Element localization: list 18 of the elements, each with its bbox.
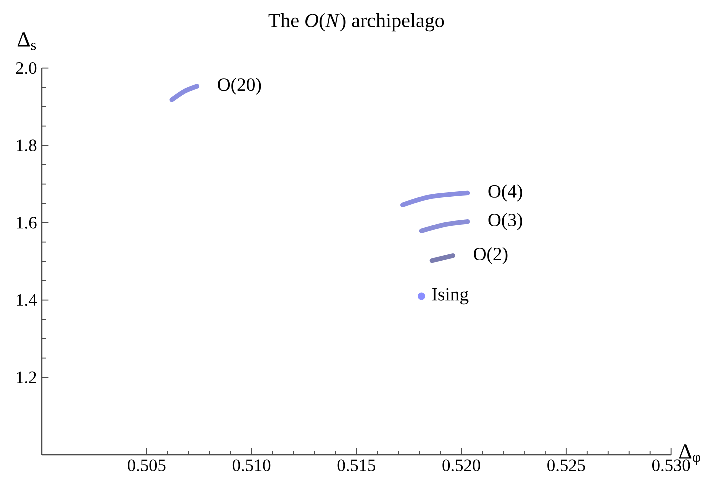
chart-title: The O(N) archipelago xyxy=(268,13,444,32)
y-tick-label: 1.6 xyxy=(17,217,37,229)
series-label: O(20) xyxy=(218,78,262,95)
series-label: O(4) xyxy=(488,184,522,202)
x-tick-label: 0.510 xyxy=(232,460,271,472)
y-tick-label: 1.8 xyxy=(17,140,37,152)
y-axis-title: Δ$_{s}$ xyxy=(18,32,36,50)
y-tick-label: 1.2 xyxy=(17,372,36,384)
series-label: O(2) xyxy=(474,247,508,264)
x-tick-label: 0.525 xyxy=(548,460,586,472)
x-tick-label: 0.520 xyxy=(442,460,480,472)
x-tick-label: 0.530 xyxy=(652,460,690,472)
series-label: Ising xyxy=(432,288,469,305)
x-tick-label: 0.515 xyxy=(338,460,376,472)
series-label: O(3) xyxy=(488,213,522,230)
y-tick-label: 1.4 xyxy=(17,294,38,306)
x-tick-label: 0.505 xyxy=(128,460,166,472)
y-tick-label: 2.0 xyxy=(16,62,37,74)
